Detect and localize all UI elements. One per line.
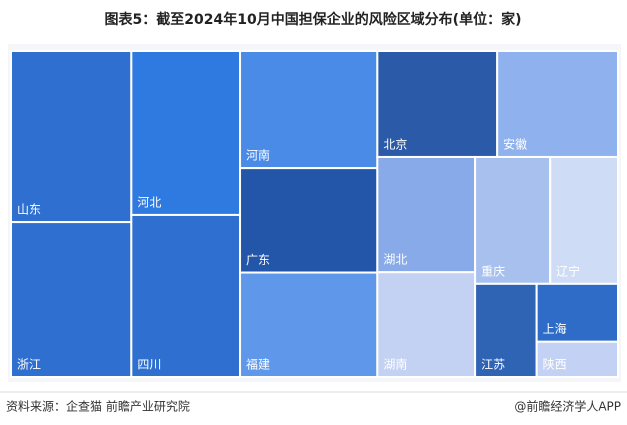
- tile-label: 江苏: [481, 358, 505, 372]
- tile-label: 重庆: [481, 264, 505, 278]
- tile: [239, 271, 379, 378]
- tile: [130, 50, 242, 216]
- tile: [376, 155, 477, 274]
- tile-label: 上海: [543, 321, 567, 336]
- tile-label: 陕西: [543, 357, 567, 372]
- tile: [549, 155, 620, 285]
- tile-label: 北京: [383, 137, 407, 151]
- tile-label: 山东: [17, 203, 41, 217]
- tile: [239, 50, 379, 170]
- tile: [130, 213, 242, 378]
- tile: [474, 282, 538, 378]
- tile-label: 辽宁: [556, 263, 580, 278]
- tile-label: 四川: [137, 358, 161, 372]
- tile: [10, 50, 133, 224]
- tile-label: 湖南: [383, 357, 407, 372]
- credit: @前瞻经济学人APP: [514, 399, 621, 414]
- source-note: 资料来源：企查猫 前瞻产业研究院: [6, 399, 190, 414]
- tile-label: 浙江: [17, 358, 41, 372]
- tile-label: 安徽: [503, 136, 527, 151]
- tile: [535, 282, 619, 343]
- tile: [535, 340, 619, 379]
- tile: [496, 50, 620, 158]
- chart-title: 图表5：截至2024年10月中国担保企业的风险区域分布(单位：家): [105, 11, 522, 28]
- tile-label: 福建: [246, 357, 270, 372]
- tile-label: 广东: [246, 253, 270, 267]
- tile: [376, 50, 499, 158]
- tile-label: 湖北: [383, 252, 407, 267]
- tile-label: 河南: [246, 148, 270, 163]
- tile-label: 河北: [137, 195, 161, 209]
- tile: [10, 221, 133, 378]
